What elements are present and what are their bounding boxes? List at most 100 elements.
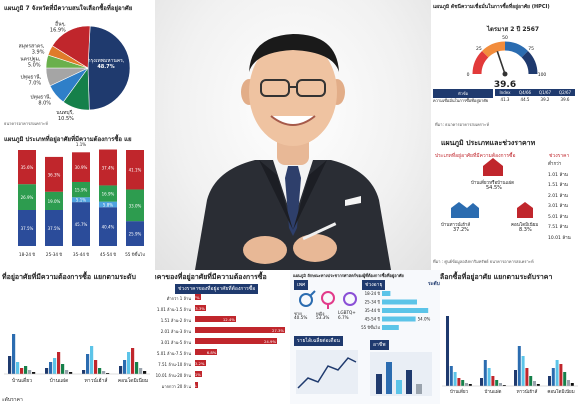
age-bar-segment <box>45 191 63 210</box>
bottom-mid-row-label: 7.51 ล้าน-10 ล้าน <box>158 362 191 367</box>
bottom-right-bar <box>555 360 559 386</box>
bottom-left-bar <box>69 372 73 374</box>
bottom-left-bar <box>24 366 28 374</box>
bottom-right-bar <box>536 384 540 386</box>
age-bar-value: 5.1% <box>76 198 86 203</box>
type-item-value-2: 8.3% <box>519 227 532 233</box>
gauge-table-header: Index <box>495 89 515 96</box>
bottom-left-bar <box>12 334 16 374</box>
bottom-right-bar <box>529 376 533 386</box>
age-category-label: 55 ปีขึ้นไป <box>125 251 145 257</box>
gauge-table-header: Q4/66 <box>515 89 535 96</box>
bottom-left-bar <box>61 364 65 374</box>
gauge-table-header: Q1/67 <box>535 89 555 96</box>
bottom-right-category: บ้านเดี่ยว <box>450 388 469 395</box>
bottom-left-bar <box>86 354 90 374</box>
demo-age-value: 54.0% <box>418 317 431 322</box>
bottom-right-category: บ้านแฝด <box>485 389 502 395</box>
bottom-left-bar <box>123 360 127 374</box>
type-price-row: ต่ำกว่า <box>548 162 562 167</box>
age-bar-segment <box>126 189 144 222</box>
bottom-left-title: ที่อยู่อาศัยที่มีความต้องการซื้อ แยกตามร… <box>2 273 136 281</box>
type-source: ที่มา : ศูนย์ข้อมูลอสังหาริมทรัพย์ ธนาคา… <box>433 259 534 264</box>
gauge-tick: 25 <box>476 46 482 52</box>
age-top-note: 1.1% <box>76 142 86 147</box>
gauge-band <box>521 51 538 75</box>
bottom-right-bar <box>567 380 570 386</box>
demo-age-bar <box>382 291 391 296</box>
gauge-table: หัวข้อ Index Q4/66 Q1/67 Q2/67 ความเชื่อมั่นใ… <box>433 89 578 109</box>
bottom-left-bar <box>139 368 143 374</box>
bottom-mid-bar <box>195 327 285 333</box>
gauge-table-value: 44.5 <box>520 97 530 102</box>
gauge-table-header: หัวข้อ <box>433 89 493 98</box>
demo-gender-value: 6.7% <box>338 315 349 320</box>
bottom-left-bar <box>45 368 49 374</box>
demo-gender-value: 40.5% <box>294 315 308 320</box>
bottom-right-bar <box>559 364 563 386</box>
age-bar-value: 33.0% <box>129 203 142 208</box>
bottom-left-category: บ้านแฝด <box>50 377 69 382</box>
bottom-right-bar <box>548 376 551 386</box>
type-item-label-1: บ้านทาวน์เฮ้าส์ <box>441 223 471 228</box>
pie-source: ธนาคารอาคารสงเคราะห์ <box>4 121 48 126</box>
type-item-value-1: 37.2% <box>453 227 469 233</box>
bottom-mid-bar-value: 24.9% <box>264 339 277 344</box>
gauge-subtitle: ไตรมาส 2 ปี 2567 <box>487 26 540 33</box>
bottom-mid-bar-value: 2.1% <box>191 372 201 377</box>
demo-right-label: ระดับ <box>428 281 440 287</box>
bottom-mid-bar <box>195 316 236 322</box>
pie-slice-label: อื่นๆ, <box>55 20 66 27</box>
age-bar-value: 37.4% <box>102 165 115 170</box>
pie-slice-value: 5.0% <box>28 63 41 69</box>
bottom-right-panel: ใจเลือกซื้อที่อยู่อาศัย แยกตามระดับราคา … <box>440 270 580 404</box>
bottom-left-bar <box>8 356 12 374</box>
bottom-mid-bar-value: 6.8% <box>206 350 217 355</box>
bottom-left-bar <box>20 368 24 374</box>
bottom-left-bar <box>53 358 57 374</box>
pie-slice <box>51 25 91 69</box>
bottom-right-bar-chart: บ้านเดี่ยว บ้านแฝด ทาวน์เฮ้าส์ คอนโดมิเนียม <box>442 316 578 395</box>
bottom-left-bar <box>131 348 135 374</box>
gauge-panel: แผนภูมิ ดัชนีความเชื่อมั่นในการซื้อที่อย… <box>431 0 580 128</box>
age-bar-value: 45.7% <box>75 222 88 227</box>
demo-age-bar <box>382 316 416 322</box>
type-price-rows: ต่ำกว่า 1.01 ล้าน 1.51 ล้าน 2.01 ล้าน 3.01 ล… <box>548 160 580 250</box>
demo-gender-value: 53.3% <box>316 315 330 320</box>
male-symbol-icon <box>299 290 316 307</box>
type-price-row: 2.01 ล้าน <box>548 193 568 199</box>
bottom-left-bar-chart: บ้านเดี่ยว บ้านแฝด ทาวน์เฮ้าส์ คอนโดมิเนียม <box>4 334 150 382</box>
age-bar-value: 40.4% <box>102 225 115 230</box>
age-category-label: 25-34 ปี <box>46 252 62 257</box>
house-icon-townhouse <box>451 202 479 218</box>
gauge-table-value: 41.3 <box>500 97 510 102</box>
bottom-mid-bar-value: 3.2% <box>194 361 205 366</box>
gauge-tick: 0 <box>467 72 470 78</box>
age-bar-value: 16.9% <box>102 192 115 197</box>
pie-slice-value: 10.5% <box>58 116 74 122</box>
demo-age-label: 18-24 ปี <box>365 291 381 296</box>
age-category-label: 45-54 ปี <box>100 252 116 257</box>
age-bar-segment <box>72 197 90 203</box>
age-bar-value: 41.1% <box>129 168 142 173</box>
age-bar-segment <box>45 210 63 246</box>
age-bar-segment <box>18 184 36 210</box>
bottom-left-bar <box>49 362 53 374</box>
age-chart-panel: แผนภูมิ ประเภทที่อยู่อาศัยที่มีความต้องก… <box>0 128 155 270</box>
gauge-band <box>504 41 528 58</box>
bottom-mid-bar <box>195 294 201 300</box>
bottom-mid-header: ช่วงราคาของที่อยู่อาศัยที่ต้องการซื้อ <box>175 284 259 294</box>
demo-gender-header: เพศ <box>294 280 309 290</box>
type-price-row: 10.01 ล้าน <box>548 235 571 241</box>
bottom-mid-row-label: 1.01 ล้าน-1.5 ล้าน <box>156 307 191 312</box>
pie-chart: กรุงเทพมหานคร,48.7% นนทบุรี,10.5% ปทุมธานี… <box>19 20 131 122</box>
age-bar-segment <box>99 201 117 208</box>
bottom-mid-bar-value: 27.3% <box>271 328 284 333</box>
bottom-mid-bar-value: 0.8% <box>186 383 197 388</box>
age-bar-segment <box>99 185 117 202</box>
pie-slice <box>87 25 131 111</box>
bottom-left-bar <box>143 371 147 374</box>
house-icon-detached <box>483 158 503 176</box>
bottom-left-panel: ที่อยู่อาศัยที่มีความต้องการซื้อ แยกตามร… <box>0 270 155 404</box>
age-bar-value: 36.3% <box>48 172 61 177</box>
